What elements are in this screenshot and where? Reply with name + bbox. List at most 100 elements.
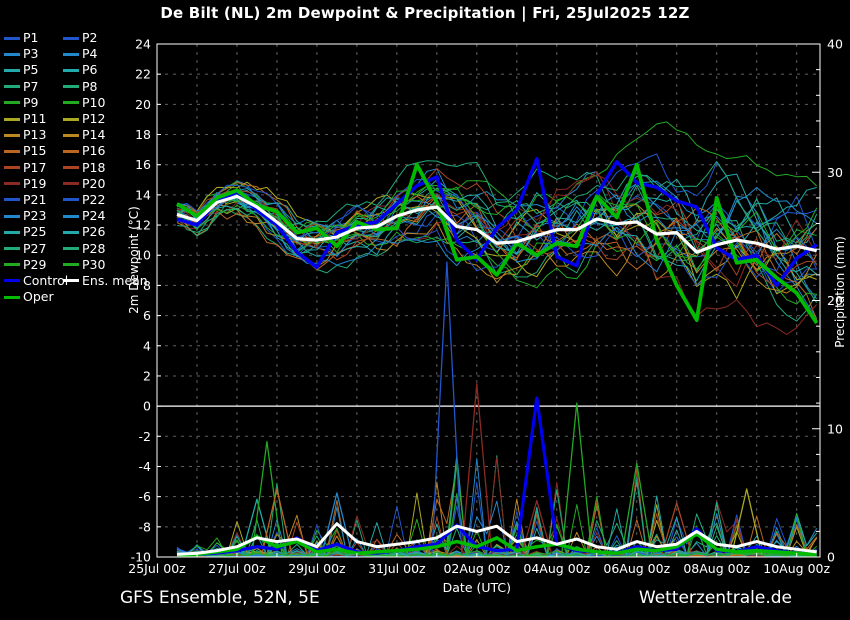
y-left-tick-label: 6 (143, 308, 151, 323)
precip-spike (621, 462, 653, 555)
legend-swatch (4, 214, 20, 218)
member-precip-line (176, 489, 817, 558)
legend-swatch (4, 279, 20, 283)
legend-item-p16: P16 (63, 143, 148, 159)
legend-label: Control (23, 272, 69, 288)
oper-dewpoint-line (176, 162, 819, 325)
legend-item-p17: P17 (4, 160, 61, 176)
precip-spike (261, 488, 293, 555)
y-right-tick-label: 0 (827, 550, 835, 565)
y-left-tick-label: -2 (139, 429, 151, 444)
y-right-tick-label: 40 (827, 37, 843, 52)
legend-swatch (4, 198, 20, 202)
legend-item-control: Control (4, 273, 68, 289)
x-tick-label: 10Aug 00z (763, 561, 830, 576)
x-tick-label: 25Jul 00z (128, 561, 186, 576)
legend-swatch (4, 52, 20, 56)
x-tick-label: 31Jul 00z (368, 561, 426, 576)
precip-spike (521, 499, 553, 555)
ens-mean-dewpoint-line (176, 194, 818, 254)
legend-item-p8: P8 (63, 79, 148, 95)
legend-label: Ens. mean (82, 272, 148, 288)
legend-swatch (63, 133, 79, 137)
legend-swatch (63, 198, 79, 202)
legend-swatch (63, 247, 79, 251)
precip-spike (561, 402, 593, 555)
precip-spike (731, 488, 763, 555)
legend-label: P19 (23, 175, 47, 191)
legend-item-p7: P7 (4, 79, 61, 95)
legend-swatch (4, 85, 20, 89)
legend-item-p21: P21 (4, 192, 61, 208)
legend-label: P16 (82, 143, 106, 159)
legend-swatch (4, 247, 20, 251)
y-left-tick-label: -8 (139, 519, 152, 534)
legend-item-p10: P10 (63, 95, 148, 111)
legend-swatch (63, 101, 79, 105)
precip-spike (251, 440, 283, 555)
y-left-tick-label: 14 (135, 187, 151, 202)
axis-ticks (157, 69, 820, 557)
legend-label: P28 (82, 240, 106, 256)
y-left-tick-label: 0 (143, 399, 151, 414)
legend-swatch (4, 101, 20, 105)
legend-label: P12 (82, 111, 106, 127)
legend-label: P20 (82, 175, 106, 191)
y-left-tick-label: 2 (143, 368, 151, 383)
oper-precip-line (176, 532, 817, 558)
legend-swatch (4, 68, 20, 72)
control-dewpoint-line (176, 156, 818, 288)
legend-label: P9 (23, 94, 39, 110)
legend-swatch (4, 295, 20, 299)
member-precip-line (176, 463, 817, 558)
legend-label: P7 (23, 78, 39, 94)
legend-swatch (4, 182, 20, 186)
legend-swatch (4, 166, 20, 170)
legend-swatch (4, 230, 20, 234)
legend-label: P15 (23, 143, 47, 159)
legend-swatch (63, 52, 79, 56)
legend-item-p6: P6 (63, 62, 148, 78)
legend-item-ens-mean: Ens. mean (63, 273, 148, 289)
legend-label: P14 (82, 127, 106, 143)
x-tick-label: 27Jul 00z (208, 561, 266, 576)
legend-label: P29 (23, 256, 47, 272)
legend-item-p26: P26 (63, 224, 148, 240)
y-right-tick-label: 30 (827, 165, 843, 180)
plot-frame (156, 43, 821, 558)
legend-item-p20: P20 (63, 176, 148, 192)
legend-item-p9: P9 (4, 95, 61, 111)
y-left-tick-label: 12 (135, 218, 151, 233)
legend-item-p27: P27 (4, 240, 61, 256)
legend-item-p11: P11 (4, 111, 61, 127)
legend-swatch (4, 133, 20, 137)
legend-label: P8 (82, 78, 98, 94)
precip-spike (461, 383, 493, 555)
legend-swatch (63, 36, 79, 40)
legend-label: P24 (82, 208, 106, 224)
legend-label: P26 (82, 224, 106, 240)
y-right-tick-label: 10 (827, 421, 843, 436)
legend-item-p30: P30 (63, 257, 148, 273)
grid (157, 44, 820, 557)
legend-item-p2: P2 (63, 30, 148, 46)
legend-label: P5 (23, 62, 39, 78)
legend-label: P3 (23, 46, 39, 62)
x-axis-title: Date (UTC) (443, 580, 511, 595)
x-tick-label: 08Aug 00z (683, 561, 750, 576)
legend-label: P18 (82, 159, 106, 175)
y-left-axis-title: 2m Dewpoint (°C) (127, 206, 141, 314)
y-left-tick-label: 10 (135, 248, 151, 263)
legend-swatch (4, 149, 20, 153)
y-left-tick-label: 22 (135, 67, 151, 82)
legend-item-p25: P25 (4, 224, 61, 240)
legend-swatch (63, 149, 79, 153)
y-left-tick-label: 4 (143, 338, 151, 353)
legend-item-p4: P4 (63, 46, 148, 62)
legend-label: P2 (82, 30, 98, 46)
legend-label: P10 (82, 94, 106, 110)
y-left-tick-label: 24 (135, 37, 151, 52)
legend-item-p22: P22 (63, 192, 148, 208)
legend-swatch (4, 36, 20, 40)
